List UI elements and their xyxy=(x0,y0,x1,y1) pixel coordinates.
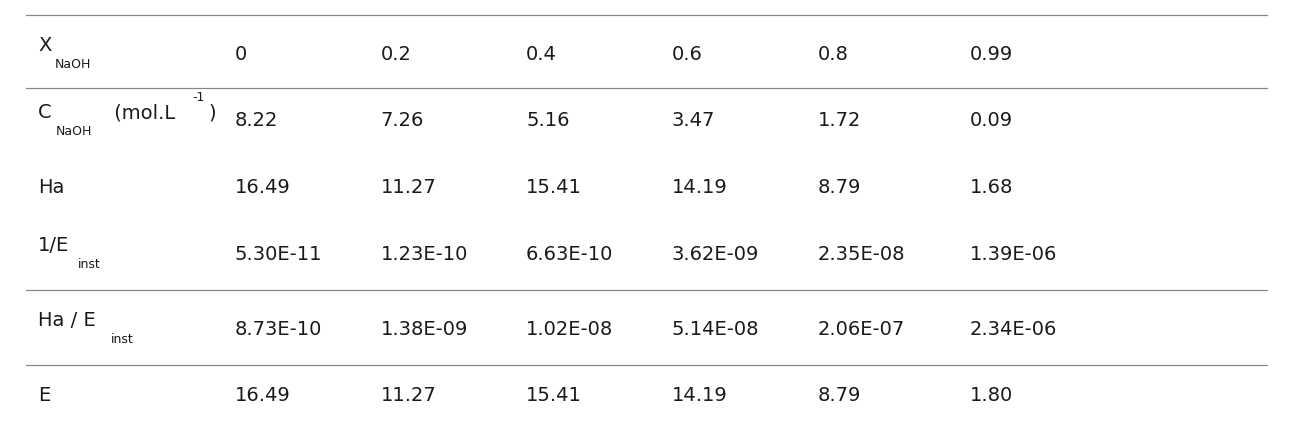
Text: C: C xyxy=(39,103,52,122)
Text: -1: -1 xyxy=(193,91,206,105)
Text: 16.49: 16.49 xyxy=(234,386,291,405)
Text: 1/E: 1/E xyxy=(39,236,70,255)
Text: 14.19: 14.19 xyxy=(672,386,728,405)
Text: Ha: Ha xyxy=(39,178,65,197)
Text: 11.27: 11.27 xyxy=(380,386,436,405)
Text: 1.72: 1.72 xyxy=(817,111,861,130)
Text: 0.09: 0.09 xyxy=(970,111,1012,130)
Text: 2.35E-08: 2.35E-08 xyxy=(817,245,905,264)
Text: inst: inst xyxy=(111,333,134,346)
Text: 8.22: 8.22 xyxy=(234,111,278,130)
Text: 0.99: 0.99 xyxy=(970,45,1012,64)
Text: inst: inst xyxy=(78,258,101,271)
Text: 8.79: 8.79 xyxy=(817,386,861,405)
Text: 11.27: 11.27 xyxy=(380,178,436,197)
Text: 5.16: 5.16 xyxy=(526,111,570,130)
Text: 8.73E-10: 8.73E-10 xyxy=(234,320,322,339)
Text: 7.26: 7.26 xyxy=(380,111,424,130)
Text: 5.30E-11: 5.30E-11 xyxy=(234,245,322,264)
Text: 3.47: 3.47 xyxy=(672,111,715,130)
Text: ): ) xyxy=(208,103,216,122)
Text: 1.23E-10: 1.23E-10 xyxy=(380,245,468,264)
Text: 1.68: 1.68 xyxy=(970,178,1012,197)
Text: 16.49: 16.49 xyxy=(234,178,291,197)
Text: 2.06E-07: 2.06E-07 xyxy=(817,320,905,339)
Text: 15.41: 15.41 xyxy=(526,386,582,405)
Text: 1.80: 1.80 xyxy=(970,386,1012,405)
Text: 6.63E-10: 6.63E-10 xyxy=(526,245,613,264)
Text: NaOH: NaOH xyxy=(56,125,92,138)
Text: 0.8: 0.8 xyxy=(817,45,848,64)
Text: (mol.L: (mol.L xyxy=(107,103,175,122)
Text: 5.14E-08: 5.14E-08 xyxy=(672,320,759,339)
Text: 1.38E-09: 1.38E-09 xyxy=(380,320,468,339)
Text: E: E xyxy=(39,386,50,405)
Text: 0.4: 0.4 xyxy=(526,45,557,64)
Text: 15.41: 15.41 xyxy=(526,178,582,197)
Text: 14.19: 14.19 xyxy=(672,178,728,197)
Text: NaOH: NaOH xyxy=(56,58,92,71)
Text: 3.62E-09: 3.62E-09 xyxy=(672,245,759,264)
Text: 0.6: 0.6 xyxy=(672,45,702,64)
Text: X: X xyxy=(39,37,52,55)
Text: 1.02E-08: 1.02E-08 xyxy=(526,320,613,339)
Text: 8.79: 8.79 xyxy=(817,178,861,197)
Text: 2.34E-06: 2.34E-06 xyxy=(970,320,1056,339)
Text: 0: 0 xyxy=(234,45,247,64)
Text: 1.39E-06: 1.39E-06 xyxy=(970,245,1056,264)
Text: 0.2: 0.2 xyxy=(380,45,411,64)
Text: Ha / E: Ha / E xyxy=(39,311,96,330)
